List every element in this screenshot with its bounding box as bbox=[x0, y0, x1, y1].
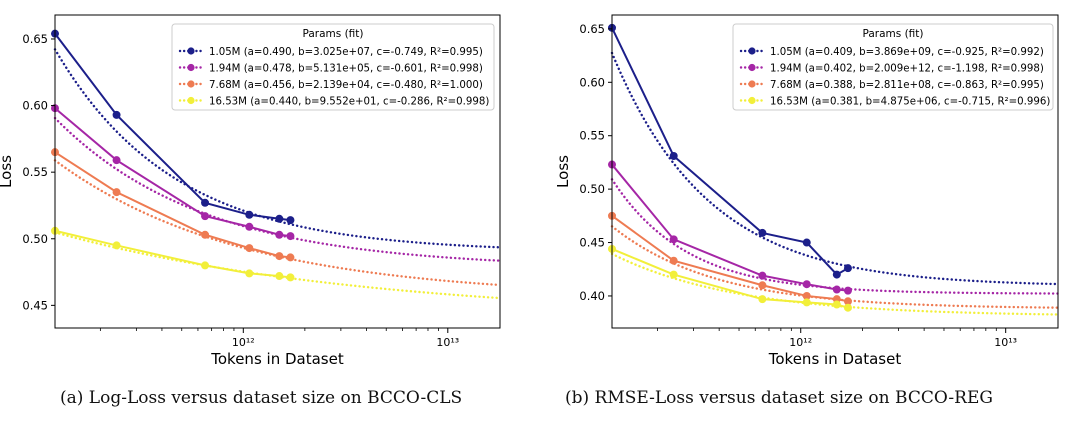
legend-entry-16.53M: 16.53M (a=0.381, b=4.875e+06, c=-0.715, … bbox=[770, 96, 1050, 107]
x-tick-label: 10¹³ bbox=[436, 336, 459, 349]
legend-entry-7.68M: 7.68M (a=0.456, b=2.139e+04, c=-0.480, R… bbox=[209, 80, 483, 91]
x-tick-label: 10¹³ bbox=[994, 336, 1017, 349]
legend-entry-16.53M: 16.53M (a=0.440, b=9.552e+01, c=-0.286, … bbox=[209, 96, 489, 107]
series-line-7.68M bbox=[611, 215, 849, 303]
data-point-1.94M-3 bbox=[802, 280, 811, 289]
legend-title: Params (fit) bbox=[862, 28, 923, 40]
data-point-16.53M-4 bbox=[832, 300, 841, 309]
series-line-16.53M bbox=[54, 229, 291, 279]
data-point-1.05M-4 bbox=[275, 214, 284, 223]
y-tick-label: 0.65 bbox=[579, 22, 605, 36]
y-tick-label: 0.65 bbox=[22, 32, 48, 46]
fit-curve-16.53M bbox=[53, 231, 502, 300]
x-axis-label: Tokens in Dataset bbox=[210, 350, 344, 368]
data-point-1.94M-5 bbox=[286, 232, 295, 241]
data-point-1.05M-1 bbox=[669, 152, 678, 161]
y-tick-label: 0.55 bbox=[22, 165, 48, 179]
data-point-1.05M-2 bbox=[758, 228, 767, 237]
legend-entry-1.05M: 1.05M (a=0.490, b=3.025e+07, c=-0.749, R… bbox=[209, 47, 483, 58]
legend-marker-1.94M bbox=[748, 63, 756, 72]
data-point-1.05M-4 bbox=[832, 270, 841, 279]
legend-box bbox=[171, 23, 495, 111]
data-point-16.53M-1 bbox=[112, 241, 121, 250]
data-point-7.68M-5 bbox=[286, 253, 295, 262]
data-point-16.53M-1 bbox=[669, 270, 678, 279]
legend-marker-1.05M bbox=[187, 47, 195, 55]
data-point-1.94M-1 bbox=[669, 235, 678, 244]
y-tick-label: 0.40 bbox=[579, 289, 605, 303]
data-point-1.94M-5 bbox=[843, 286, 852, 295]
data-point-1.05M-5 bbox=[843, 264, 852, 273]
legend-marker-1.05M bbox=[748, 47, 756, 55]
y-tick-label: 0.50 bbox=[22, 232, 48, 246]
y-tick-label: 0.45 bbox=[22, 298, 48, 312]
data-point-16.53M-3 bbox=[245, 269, 254, 278]
data-point-7.68M-3 bbox=[802, 291, 811, 300]
data-point-7.68M-3 bbox=[245, 244, 254, 253]
y-tick-label: 0.55 bbox=[579, 129, 605, 143]
legend: Params (fit) 1.05M (a=0.409, b=3.869e+09,… bbox=[732, 23, 1054, 111]
legend-marker-7.68M bbox=[187, 80, 195, 88]
data-point-1.94M-2 bbox=[758, 271, 767, 280]
data-point-16.53M-5 bbox=[286, 273, 295, 282]
fit-curve-1.94M bbox=[53, 116, 502, 262]
data-point-1.05M-5 bbox=[286, 216, 295, 225]
data-point-1.05M-3 bbox=[245, 210, 254, 219]
fit-curve-1.05M bbox=[53, 48, 502, 249]
chart-panel-b: 0.40 0.45 0.50 0.55 0.60 0.65 10¹² 10¹³ Tokens i… bbox=[554, 14, 1060, 368]
y-axis-label: Loss bbox=[0, 155, 15, 188]
y-tick-label: 0.60 bbox=[22, 99, 48, 113]
x-tick-label: 10¹² bbox=[232, 336, 255, 349]
chart-panel-a: 0.45 0.50 0.55 0.60 0.65 10¹² 10¹³ Tokens in Da… bbox=[0, 14, 502, 368]
data-point-1.05M-2 bbox=[201, 198, 210, 207]
fit-curve-7.68M bbox=[53, 159, 502, 287]
series-line-1.94M bbox=[611, 163, 849, 292]
legend-title: Params (fit) bbox=[302, 28, 363, 40]
x-axis-label: Tokens in Dataset bbox=[768, 350, 902, 368]
legend: Params (fit) 1.05M (a=0.490, b=3.025e+07,… bbox=[171, 23, 495, 111]
legend-entry-7.68M: 7.68M (a=0.388, b=2.811e+08, c=-0.863, R… bbox=[770, 80, 1044, 91]
legend-entry-1.05M: 1.05M (a=0.409, b=3.869e+09, c=-0.925, R… bbox=[770, 47, 1044, 58]
legend-marker-16.53M bbox=[187, 96, 195, 105]
series-line-7.68M bbox=[54, 151, 291, 259]
data-point-1.94M-1 bbox=[112, 156, 121, 165]
data-point-7.68M-2 bbox=[201, 230, 210, 239]
data-point-1.94M-4 bbox=[832, 285, 841, 294]
data-point-1.05M-1 bbox=[112, 110, 121, 119]
data-point-16.53M-2 bbox=[758, 295, 767, 304]
data-point-1.94M-2 bbox=[201, 212, 210, 221]
legend-entry-1.94M: 1.94M (a=0.402, b=2.009e+12, c=-1.198, R… bbox=[770, 63, 1044, 74]
series-line-1.94M bbox=[54, 107, 291, 238]
caption-a: (a) Log-Loss versus dataset size on BCCO… bbox=[60, 388, 463, 408]
legend-marker-1.94M bbox=[187, 63, 195, 72]
data-point-1.94M-3 bbox=[245, 222, 254, 231]
data-point-7.68M-1 bbox=[669, 256, 678, 265]
data-point-16.53M-5 bbox=[843, 303, 852, 312]
y-tick-label: 0.50 bbox=[579, 182, 605, 196]
legend-marker-16.53M bbox=[748, 96, 756, 105]
plot-frame bbox=[54, 14, 501, 329]
legend-entry-1.94M: 1.94M (a=0.478, b=5.131e+05, c=-0.601, R… bbox=[209, 63, 483, 74]
data-point-16.53M-3 bbox=[802, 298, 811, 307]
plot-frame bbox=[611, 14, 1059, 329]
x-tick-label: 10¹² bbox=[789, 336, 812, 349]
data-point-7.68M-4 bbox=[275, 252, 284, 261]
y-axis-label: Loss bbox=[554, 155, 572, 188]
data-point-16.53M-4 bbox=[275, 272, 284, 281]
data-point-1.94M-4 bbox=[275, 230, 284, 239]
data-point-1.05M-3 bbox=[802, 238, 811, 247]
y-tick-label: 0.45 bbox=[579, 236, 605, 250]
y-tick-label: 0.60 bbox=[579, 75, 605, 89]
data-point-16.53M-2 bbox=[201, 261, 210, 270]
legend-box bbox=[732, 23, 1054, 111]
data-point-7.68M-2 bbox=[758, 281, 767, 290]
fit-curve-7.68M bbox=[610, 225, 1060, 309]
fit-curve-16.53M bbox=[610, 252, 1060, 316]
fit-curve-1.05M bbox=[610, 51, 1060, 286]
data-point-7.68M-1 bbox=[112, 188, 121, 197]
legend-marker-7.68M bbox=[748, 80, 756, 88]
caption-b: (b) RMSE-Loss versus dataset size on BCC… bbox=[565, 388, 993, 408]
data-point-7.68M-5 bbox=[843, 297, 852, 306]
